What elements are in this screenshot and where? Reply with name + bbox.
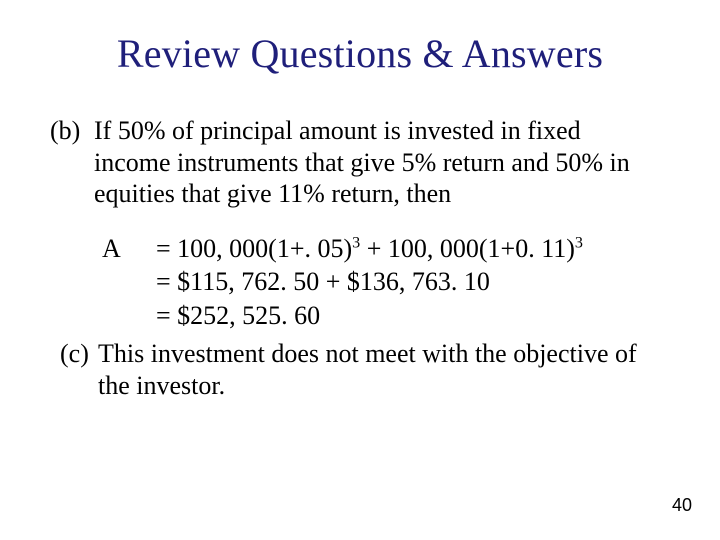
part-c-text: This investment does not meet with the o…	[98, 338, 668, 401]
calc-row-2: = $115, 762. 50 + $136, 763. 10	[102, 265, 670, 298]
calc-line-2: = $115, 762. 50 + $136, 763. 10	[156, 265, 670, 298]
calc-line1-exp2: 3	[575, 235, 583, 252]
calc-row-3: = $252, 525. 60	[102, 299, 670, 332]
calc-spacer-2	[102, 265, 156, 298]
slide-body: (b)If 50% of principal amount is investe…	[50, 115, 670, 401]
part-c-label: (c)	[60, 338, 98, 370]
calc-line-3: = $252, 525. 60	[156, 299, 670, 332]
calc-line1-exp1: 3	[352, 235, 360, 252]
part-b-label: (b)	[50, 115, 94, 147]
part-b: (b)If 50% of principal amount is investe…	[50, 115, 670, 210]
page-number: 40	[672, 495, 692, 516]
slide-title: Review Questions & Answers	[50, 30, 670, 77]
part-b-text: If 50% of principal amount is invested i…	[94, 115, 654, 210]
calc-spacer-3	[102, 299, 156, 332]
calculation-block: A = 100, 000(1+. 05)3 + 100, 000(1+0. 11…	[50, 232, 670, 332]
part-c: (c)This investment does not meet with th…	[50, 338, 670, 401]
calc-line1-prefix: = 100, 000(1+. 05)	[156, 234, 352, 263]
slide: Review Questions & Answers (b)If 50% of …	[0, 0, 720, 540]
calc-line1-mid: + 100, 000(1+0. 11)	[360, 234, 575, 263]
calc-variable: A	[102, 232, 156, 265]
calc-line-1: = 100, 000(1+. 05)3 + 100, 000(1+0. 11)3	[156, 232, 670, 265]
calc-row-1: A = 100, 000(1+. 05)3 + 100, 000(1+0. 11…	[102, 232, 670, 265]
